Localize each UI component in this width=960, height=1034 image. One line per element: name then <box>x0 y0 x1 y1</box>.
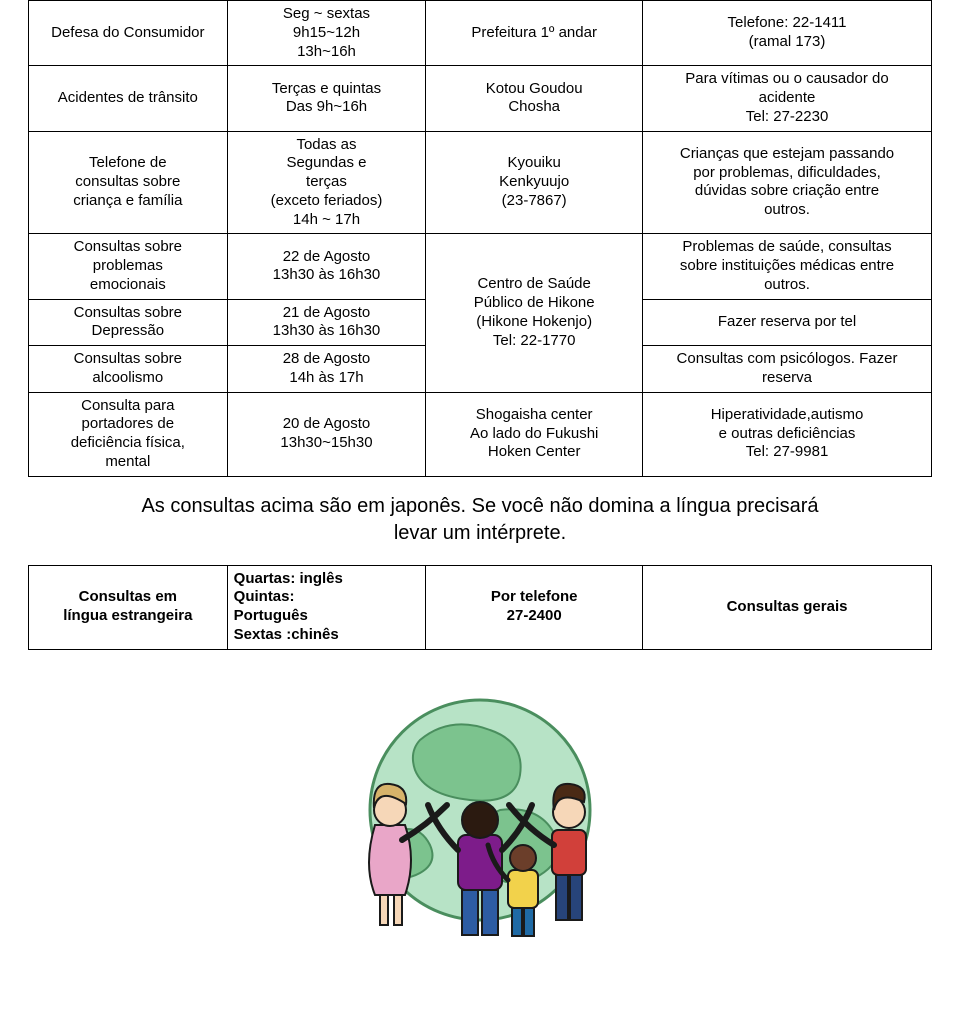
table-cell: Kotou GoudouChosha <box>426 66 643 131</box>
table-cell: Consultas sobreproblemasemocionais <box>29 234 228 299</box>
children-globe-illustration <box>28 660 932 965</box>
table-cell: Telefone deconsultas sobrecriança e famí… <box>29 131 228 234</box>
table-cell: Shogaisha centerAo lado do FukushiHoken … <box>426 392 643 476</box>
table-cell: Consulta paraportadores dedeficiência fí… <box>29 392 228 476</box>
table-cell: Para vítimas ou o causador doacidenteTel… <box>643 66 932 131</box>
table-cell: Problemas de saúde, consultassobre insti… <box>643 234 932 299</box>
note-text: As consultas acima são em japonês. Se vo… <box>28 493 932 547</box>
table-cell: Telefone: 22-1411(ramal 173) <box>643 1 932 66</box>
table-row: Acidentes de trânsitoTerças e quintasDas… <box>29 66 932 131</box>
table-cell: Por telefone27-2400 <box>426 565 643 649</box>
table-row: Consultas emlíngua estrangeiraQuartas: i… <box>29 565 932 649</box>
table-cell: Fazer reserva por tel <box>643 299 932 346</box>
table-row: Telefone deconsultas sobrecriança e famí… <box>29 131 932 234</box>
consultas-table: Defesa do ConsumidorSeg ~ sextas9h15~12h… <box>28 0 932 477</box>
table-cell: 21 de Agosto13h30 às 16h30 <box>227 299 426 346</box>
table-cell: 28 de Agosto14h às 17h <box>227 346 426 393</box>
linguas-table: Consultas emlíngua estrangeiraQuartas: i… <box>28 565 932 650</box>
table-row: Consultas sobreproblemasemocionais22 de … <box>29 234 932 299</box>
table-row: Defesa do ConsumidorSeg ~ sextas9h15~12h… <box>29 1 932 66</box>
table-cell: Terças e quintasDas 9h~16h <box>227 66 426 131</box>
table-cell: Consultas gerais <box>643 565 932 649</box>
table-cell: Quartas: inglêsQuintas:PortuguêsSextas :… <box>227 565 426 649</box>
table-row: Consulta paraportadores dedeficiência fí… <box>29 392 932 476</box>
table-cell: Todas asSegundas eterças(exceto feriados… <box>227 131 426 234</box>
table-cell: Defesa do Consumidor <box>29 1 228 66</box>
table-cell: Consultas sobrealcoolismo <box>29 346 228 393</box>
table-cell: Seg ~ sextas9h15~12h13h~16h <box>227 1 426 66</box>
table-cell: Crianças que estejam passandopor problem… <box>643 131 932 234</box>
table-cell: Acidentes de trânsito <box>29 66 228 131</box>
table-cell: 22 de Agosto13h30 às 16h30 <box>227 234 426 299</box>
table-cell: 20 de Agosto13h30~15h30 <box>227 392 426 476</box>
table-cell: Hiperatividade,autismoe outras deficiênc… <box>643 392 932 476</box>
table-cell: Centro de SaúdePúblico de Hikone(Hikone … <box>426 234 643 392</box>
table-cell: Consultas sobreDepressão <box>29 299 228 346</box>
table-cell: Consultas com psicólogos. Fazerreserva <box>643 346 932 393</box>
table-cell: Consultas emlíngua estrangeira <box>29 565 228 649</box>
table-cell: KyouikuKenkyuujo(23-7867) <box>426 131 643 234</box>
table-cell: Prefeitura 1º andar <box>426 1 643 66</box>
